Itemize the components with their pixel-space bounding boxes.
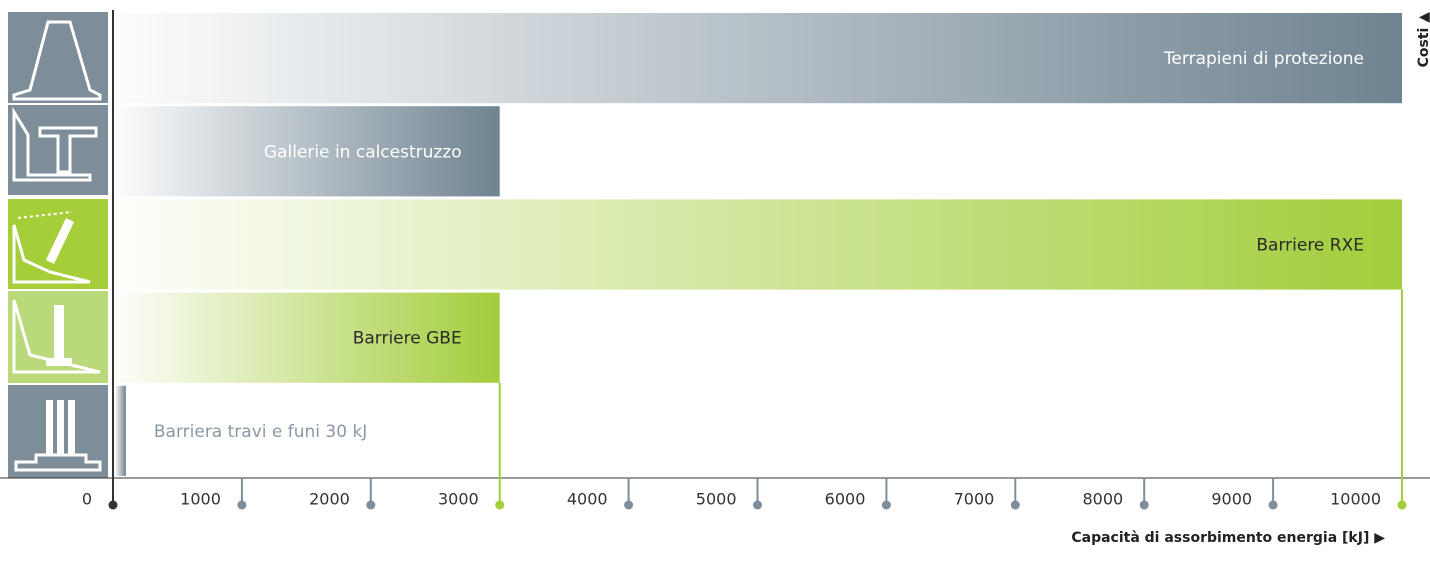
icons: [8, 12, 108, 478]
x-tick-label: 5000: [696, 490, 737, 509]
icon-base: [46, 358, 72, 366]
bar-label: Terrapieni di protezione: [1163, 49, 1364, 69]
tick-dot: [1397, 500, 1407, 510]
tick-dot: [1139, 500, 1149, 510]
tick-dot: [1010, 500, 1020, 510]
x-tick-label: 2000: [309, 490, 350, 509]
icon-slope: [12, 299, 101, 374]
icon-beam: [46, 400, 53, 455]
x-tick-label: 9000: [1211, 490, 1252, 509]
x-tick-label: 4000: [567, 490, 608, 509]
tick-dot: [495, 500, 505, 510]
tick-dot: [108, 500, 118, 510]
x-tick-label: 10000: [1330, 490, 1381, 509]
tick-dot: [366, 500, 376, 510]
x-tick-label: 3000: [438, 490, 479, 509]
icon-post: [45, 218, 75, 264]
y-axis-label: Costi ▲: [1416, 12, 1430, 68]
tick-dot: [881, 500, 891, 510]
x-tick-label: 0: [82, 490, 92, 509]
bar-label: Barriere GBE: [353, 329, 462, 349]
bar: [115, 385, 126, 476]
tick-dot: [624, 500, 634, 510]
x-tick-label: 8000: [1082, 490, 1123, 509]
icon-base: [14, 453, 102, 472]
x-tick-label: 7000: [954, 490, 995, 509]
x-tick-label: 6000: [825, 490, 866, 509]
icon-slope: [12, 224, 91, 284]
icon-post: [54, 305, 64, 360]
bar: [115, 13, 1402, 104]
icon-embankment: [12, 20, 102, 101]
bar: [115, 292, 500, 383]
icon-tunnel: [12, 106, 98, 182]
x-tick-label: 1000: [180, 490, 221, 509]
tick-dot: [237, 500, 247, 510]
icon-beam: [57, 400, 64, 455]
bar-label: Barriere RXE: [1256, 236, 1364, 256]
tick-dot: [753, 500, 762, 510]
icon-beam: [68, 400, 75, 455]
tick-dot: [1268, 500, 1278, 510]
bar: [115, 106, 500, 197]
bar: [115, 199, 1402, 290]
x-axis-label: Capacità di assorbimento energia [kJ] ▶: [1071, 530, 1385, 546]
bar-label: Barriera travi e funi 30 kJ: [154, 422, 367, 442]
bar-label: Gallerie in calcestruzzo: [264, 142, 462, 162]
icon-bg: [8, 12, 108, 103]
